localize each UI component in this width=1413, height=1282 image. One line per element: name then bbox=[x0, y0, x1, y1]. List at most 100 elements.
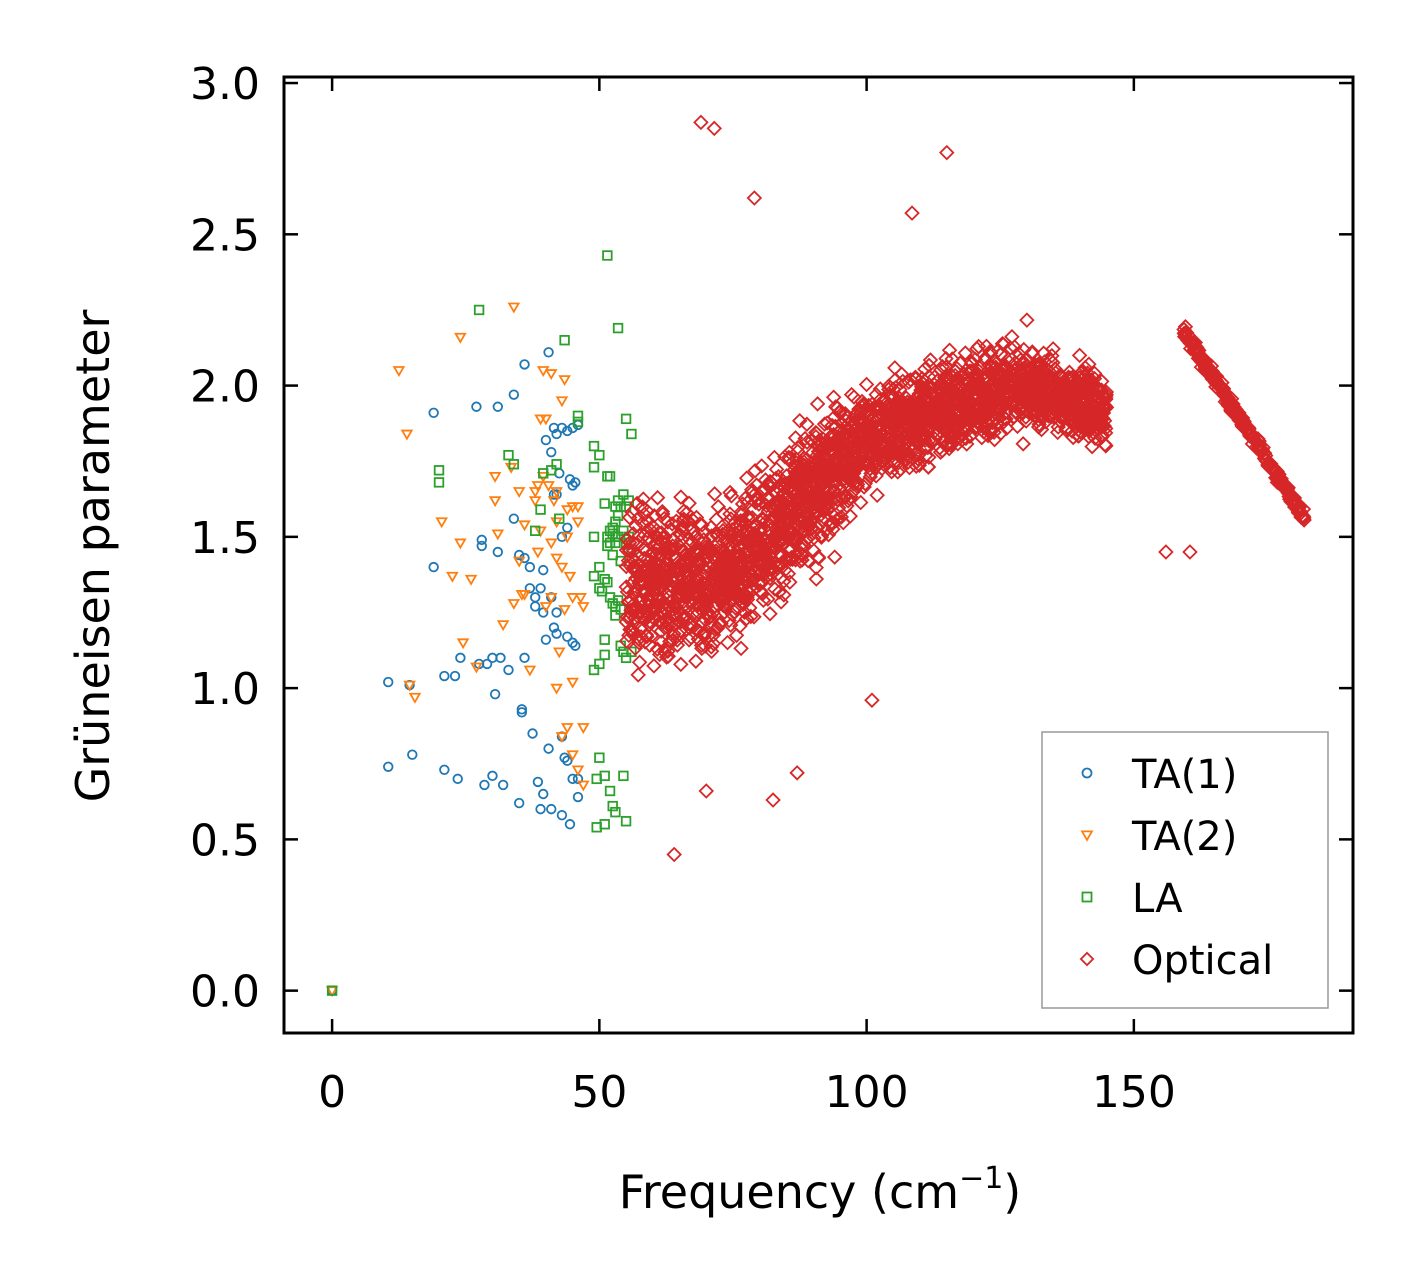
data-point bbox=[792, 553, 808, 569]
data-point bbox=[428, 561, 439, 573]
data-point bbox=[797, 480, 814, 496]
data-point bbox=[508, 459, 520, 470]
data-point bbox=[981, 390, 997, 406]
data-point bbox=[555, 562, 569, 574]
data-point bbox=[572, 410, 584, 422]
data-point bbox=[824, 436, 841, 453]
data-point bbox=[546, 446, 557, 458]
data-point bbox=[696, 628, 712, 644]
data-point bbox=[958, 436, 975, 452]
data-point bbox=[779, 523, 796, 539]
data-point bbox=[1087, 404, 1104, 421]
data-point bbox=[535, 803, 546, 815]
data-point bbox=[551, 607, 562, 618]
data-point bbox=[885, 381, 902, 397]
data-point bbox=[893, 446, 910, 463]
data-point bbox=[746, 190, 763, 206]
data-point bbox=[880, 402, 896, 419]
legend-label: LA bbox=[1132, 876, 1183, 922]
data-point bbox=[921, 432, 937, 449]
data-point bbox=[1070, 428, 1086, 444]
data-point bbox=[711, 616, 728, 633]
data-point bbox=[867, 459, 884, 476]
data-point bbox=[750, 531, 767, 548]
data-point bbox=[610, 501, 621, 512]
data-point bbox=[1098, 384, 1115, 400]
y-tick-label: 0.0 bbox=[190, 967, 260, 1018]
data-point bbox=[813, 529, 830, 545]
data-point bbox=[594, 449, 605, 461]
data-point bbox=[571, 765, 585, 777]
data-point bbox=[535, 504, 546, 515]
data-point bbox=[853, 405, 869, 421]
legend-label: Optical bbox=[1132, 938, 1273, 984]
data-point bbox=[703, 639, 720, 655]
data-point bbox=[1093, 403, 1110, 420]
data-point bbox=[636, 550, 652, 567]
data-point bbox=[1091, 418, 1108, 435]
data-point bbox=[571, 517, 585, 529]
data-point bbox=[564, 474, 576, 485]
data-point bbox=[542, 481, 555, 492]
data-point bbox=[858, 423, 874, 439]
data-point bbox=[741, 511, 757, 527]
data-point bbox=[826, 549, 843, 565]
data-point bbox=[867, 425, 884, 441]
data-point bbox=[911, 423, 927, 439]
data-point bbox=[428, 407, 439, 419]
data-point bbox=[876, 427, 892, 443]
data-point bbox=[708, 511, 725, 528]
data-point bbox=[640, 512, 656, 529]
data-point bbox=[754, 574, 770, 591]
data-point bbox=[666, 626, 682, 642]
data-point bbox=[551, 489, 562, 500]
data-point bbox=[528, 496, 542, 508]
data-point bbox=[827, 490, 843, 507]
data-point bbox=[907, 371, 924, 387]
data-point bbox=[791, 413, 808, 429]
data-point bbox=[523, 665, 537, 677]
data-point bbox=[709, 620, 725, 637]
data-point bbox=[566, 677, 579, 689]
data-point bbox=[666, 605, 682, 622]
data-point bbox=[705, 543, 721, 559]
x-axis-title: Frequency (cm−1) bbox=[619, 1161, 1022, 1219]
data-point bbox=[673, 656, 689, 673]
legend-label: TA(1) bbox=[1131, 752, 1237, 798]
data-point bbox=[512, 487, 526, 498]
data-point bbox=[433, 465, 445, 476]
data-point bbox=[727, 525, 743, 542]
data-point bbox=[454, 332, 467, 344]
data-point bbox=[1089, 380, 1105, 396]
data-point bbox=[630, 667, 646, 683]
data-point bbox=[943, 408, 960, 425]
data-point bbox=[966, 399, 983, 416]
data-point bbox=[530, 601, 541, 612]
data-point bbox=[1189, 345, 1205, 361]
data-point bbox=[383, 761, 394, 772]
data-point bbox=[489, 688, 501, 700]
data-point bbox=[1177, 319, 1194, 335]
data-point bbox=[1058, 384, 1074, 400]
data-point bbox=[567, 480, 578, 491]
data-point bbox=[755, 546, 772, 562]
data-point bbox=[554, 513, 565, 524]
data-point bbox=[1071, 347, 1088, 364]
data-point bbox=[770, 468, 787, 485]
data-point bbox=[781, 449, 797, 466]
data-point bbox=[326, 985, 338, 996]
data-point bbox=[781, 452, 797, 468]
data-point bbox=[479, 779, 490, 791]
data-point bbox=[654, 615, 671, 631]
data-point bbox=[773, 594, 789, 610]
data-point bbox=[1191, 348, 1207, 365]
data-point bbox=[690, 547, 706, 563]
data-point bbox=[1028, 364, 1045, 380]
data-point bbox=[942, 411, 958, 427]
data-point bbox=[607, 598, 618, 609]
data-point bbox=[649, 641, 666, 657]
data-point bbox=[819, 415, 835, 431]
data-point bbox=[730, 566, 747, 583]
data-point bbox=[811, 466, 827, 483]
